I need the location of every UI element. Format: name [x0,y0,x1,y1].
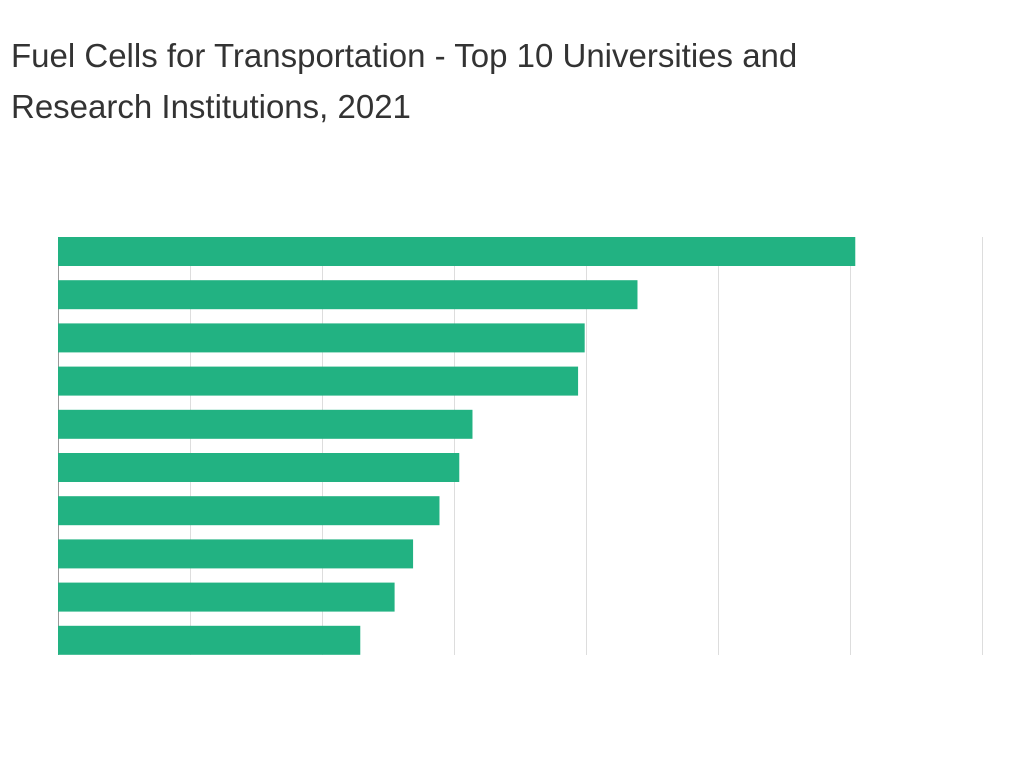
bar-10 [58,625,361,655]
bar-3 [58,323,585,353]
bar-8 [58,539,414,569]
bar-4 [58,366,579,396]
bar-7 [58,496,440,526]
bar-9 [58,582,395,612]
bar-5 [58,409,473,439]
chart-title: Fuel Cells for Transportation - Top 10 U… [11,37,798,125]
bars [58,237,856,655]
bar-1 [58,237,856,266]
bar-6 [58,453,460,482]
bar-2 [58,280,638,310]
